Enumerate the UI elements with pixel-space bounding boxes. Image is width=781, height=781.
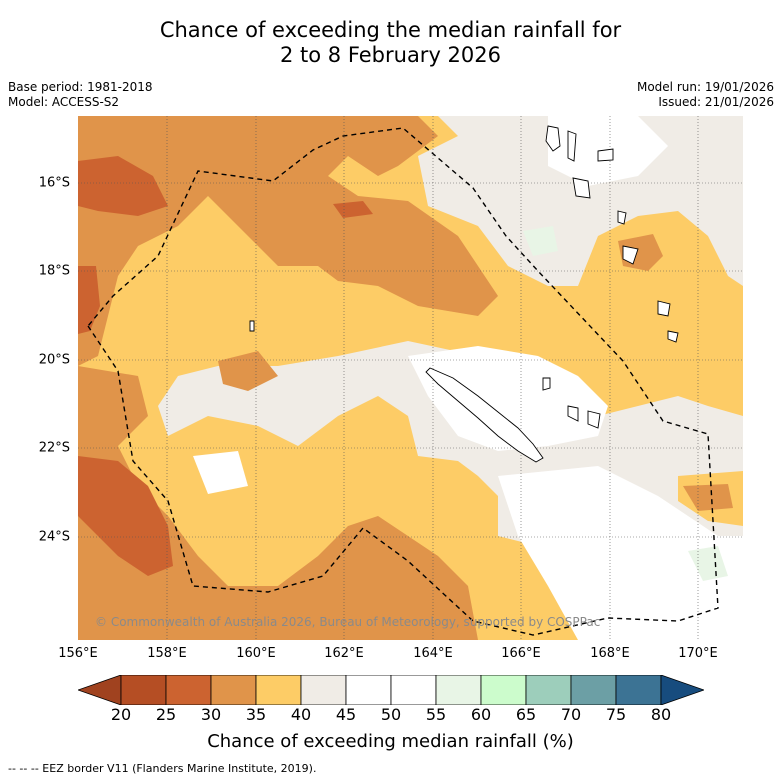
colorbar-segment <box>570 675 617 705</box>
small-island-w <box>249 320 255 332</box>
colorbar-tick-50: 50 <box>380 705 402 724</box>
colorbar-tick-55: 55 <box>425 705 447 724</box>
colorbar-tick-20: 20 <box>110 705 132 724</box>
orange-patch-mid <box>218 351 278 391</box>
lon-label-164e: 164°E <box>413 646 453 661</box>
colorbar-tick-65: 65 <box>515 705 537 724</box>
colorbar-segment <box>345 675 392 705</box>
colorbar-tick-70: 70 <box>560 705 582 724</box>
dark-orange-sw <box>78 456 173 576</box>
vanuatu-north <box>545 125 614 162</box>
lon-label-166e: 166°E <box>501 646 541 661</box>
colorbar-tick-40: 40 <box>290 705 312 724</box>
vanuatu-middle <box>572 177 639 265</box>
colorbar-segment <box>615 675 662 705</box>
colorbar-tick-45: 45 <box>335 705 357 724</box>
map-title: Chance of exceeding the median rainfall … <box>0 18 781 68</box>
colorbar-tick-75: 75 <box>605 705 627 724</box>
lat-label-22s: 22°S <box>38 440 70 456</box>
yellow-region <box>78 116 743 640</box>
colorbar-segment <box>435 675 482 705</box>
orange-region-sw <box>78 366 478 640</box>
issued-date: Issued: 21/01/2026 <box>658 95 774 109</box>
title-line-2: 2 to 8 February 2026 <box>279 43 501 67</box>
dark-orange-w <box>78 266 100 334</box>
colorbar-segment <box>300 675 347 705</box>
colorbar-segment <box>120 675 167 705</box>
colorbar-extend-low <box>78 675 122 705</box>
meta-right: Model run: 19/01/2026 Issued: 21/01/2026 <box>637 80 774 110</box>
new-caledonia-island <box>425 367 544 463</box>
lon-label-168e: 168°E <box>590 646 630 661</box>
colorbar-tick-60: 60 <box>470 705 492 724</box>
model-name: Model: ACCESS-S2 <box>8 95 120 109</box>
colorbar-tick-80: 80 <box>650 705 672 724</box>
white-region-center <box>408 346 608 451</box>
lon-label-158e: 158°E <box>147 646 187 661</box>
eez-border <box>87 127 719 636</box>
colorbar-segment <box>525 675 572 705</box>
colorbar-segment <box>165 675 212 705</box>
lon-label-160e: 160°E <box>236 646 276 661</box>
colorbar-tick-30: 30 <box>200 705 222 724</box>
rainfall-map <box>78 116 743 640</box>
colorbar-segment <box>390 675 437 705</box>
colorbar-tick-35: 35 <box>245 705 267 724</box>
orange-region <box>78 116 498 366</box>
colorbar <box>78 675 704 705</box>
land-outlines <box>249 125 679 463</box>
orange-patch-se <box>683 484 733 511</box>
lat-label-24s: 24°S <box>38 529 70 545</box>
lon-label-162e: 162°E <box>324 646 364 661</box>
title-line-1: Chance of exceeding the median rainfall … <box>159 18 622 42</box>
colorbar-extend-high <box>660 675 704 705</box>
eez-footnote: -- -- -- EEZ border V11 (Flanders Marine… <box>8 762 317 775</box>
vanuatu-south <box>657 300 679 343</box>
lat-label-18s: 18°S <box>38 263 70 279</box>
copyright-text: © Commonwealth of Australia 2026, Bureau… <box>95 615 601 629</box>
colorbar-label: Chance of exceeding median rainfall (%) <box>207 731 574 752</box>
dark-orange-small <box>333 201 373 218</box>
green-patch-ne <box>523 226 558 256</box>
colorbar-segment <box>255 675 302 705</box>
lat-label-16s: 16°S <box>38 175 70 191</box>
dark-orange-nw <box>78 156 168 216</box>
lat-label-20s: 20°S <box>38 352 70 368</box>
meta-left: Base period: 1981-2018 Model: ACCESS-S2 <box>8 80 153 110</box>
base-period: Base period: 1981-2018 <box>8 80 153 94</box>
colorbar-segment <box>480 675 527 705</box>
lon-label-170e: 170°E <box>678 646 718 661</box>
model-run: Model run: 19/01/2026 <box>636 80 774 94</box>
loyalty-islands <box>542 377 601 429</box>
white-region-se <box>498 466 743 640</box>
colorbar-tick-25: 25 <box>155 705 177 724</box>
lon-label-156e: 156°E <box>58 646 98 661</box>
white-region-w <box>193 451 248 494</box>
colorbar-segment <box>210 675 257 705</box>
